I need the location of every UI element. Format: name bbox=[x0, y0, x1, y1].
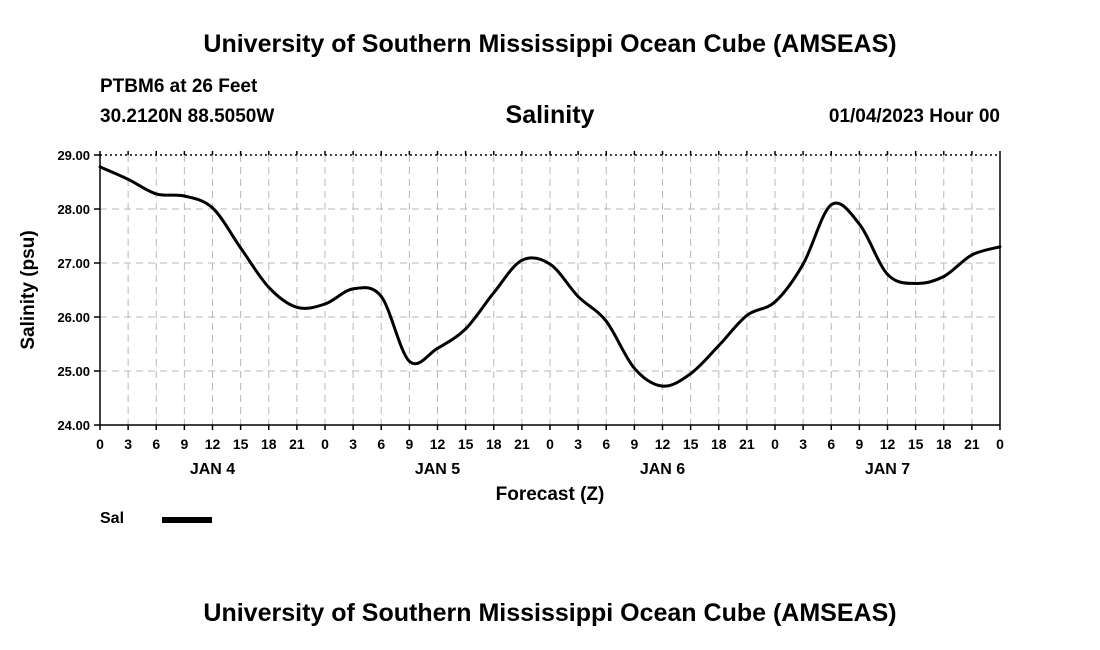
x-tick-label: 15 bbox=[458, 436, 474, 452]
data-point bbox=[661, 384, 664, 388]
data-point bbox=[970, 253, 974, 257]
chart-title: Salinity bbox=[505, 101, 595, 129]
x-tick-label: 0 bbox=[996, 436, 1004, 452]
data-point bbox=[604, 319, 608, 323]
x-tick-label: 21 bbox=[964, 436, 980, 452]
grid-lines bbox=[100, 154, 1000, 425]
data-point bbox=[239, 246, 243, 250]
x-tick-label: 6 bbox=[827, 436, 835, 452]
x-tick-label: 18 bbox=[936, 436, 952, 452]
data-point bbox=[351, 287, 355, 291]
data-point bbox=[857, 222, 861, 226]
x-tick-label: 12 bbox=[655, 436, 671, 452]
x-tick-label: 12 bbox=[430, 436, 446, 452]
x-tick-label: 15 bbox=[683, 436, 699, 452]
station-name: PTBM6 at 26 Feet bbox=[100, 76, 258, 97]
x-tick-label: 3 bbox=[124, 436, 132, 452]
y-tick-label: 24.00 bbox=[57, 418, 90, 433]
x-tick-label: 0 bbox=[546, 436, 554, 452]
data-point bbox=[323, 302, 327, 306]
data-point bbox=[829, 203, 833, 207]
y-axis-title: Salinity (psu) bbox=[18, 230, 39, 349]
x-tick-label: 6 bbox=[152, 436, 160, 452]
ticks: 24.00 25.00 26.00 27.00 28.00 29.00 0 3 6 9 12 15 18… bbox=[57, 148, 1004, 452]
data-point bbox=[717, 344, 721, 348]
legend-label: Sal bbox=[100, 510, 125, 527]
y-tick-label: 25.00 bbox=[57, 364, 90, 379]
station-coordinates: 30.2120N 88.5050W bbox=[100, 106, 275, 127]
y-tick-label: 28.00 bbox=[57, 202, 90, 217]
x-tick-label: 6 bbox=[377, 436, 385, 452]
data-point bbox=[464, 327, 468, 331]
data-point bbox=[745, 313, 749, 317]
data-point bbox=[211, 206, 214, 210]
x-tick-label: 18 bbox=[486, 436, 502, 452]
legend-swatch bbox=[162, 517, 212, 523]
data-point bbox=[548, 262, 552, 266]
data-point bbox=[801, 262, 805, 266]
x-tick-label: 9 bbox=[855, 436, 863, 452]
data-point bbox=[126, 177, 130, 181]
x-tick-label: 18 bbox=[261, 436, 277, 452]
forecast-run-time: 01/04/2023 Hour 00 bbox=[828, 106, 1000, 127]
data-point bbox=[914, 282, 918, 285]
x-tick-label: 21 bbox=[514, 436, 530, 452]
data-point bbox=[407, 359, 411, 363]
x-tick-label: 21 bbox=[739, 436, 755, 452]
data-point bbox=[689, 372, 693, 376]
day-label: JAN 6 bbox=[640, 461, 685, 478]
x-tick-label: 9 bbox=[180, 436, 188, 452]
x-tick-label: 21 bbox=[289, 436, 305, 452]
data-point bbox=[182, 194, 186, 198]
data-point bbox=[942, 275, 946, 278]
y-tick-label: 27.00 bbox=[57, 256, 90, 271]
data-point bbox=[267, 285, 271, 289]
x-tick-label: 0 bbox=[96, 436, 104, 452]
data-point bbox=[520, 258, 524, 262]
day-label: JAN 4 bbox=[190, 461, 235, 478]
x-tick-label: 12 bbox=[205, 436, 221, 452]
x-tick-label: 0 bbox=[321, 436, 329, 452]
series-group bbox=[98, 165, 1002, 388]
header-title: University of Southern Mississippi Ocean… bbox=[203, 30, 897, 58]
data-point bbox=[436, 346, 439, 350]
x-tick-label: 6 bbox=[602, 436, 610, 452]
x-tick-label: 15 bbox=[233, 436, 249, 452]
x-tick-label: 18 bbox=[711, 436, 727, 452]
y-tick-label: 29.00 bbox=[57, 148, 90, 163]
day-label: JAN 7 bbox=[865, 461, 910, 478]
x-tick-label: 0 bbox=[771, 436, 779, 452]
data-point bbox=[576, 295, 580, 298]
x-tick-label: 3 bbox=[349, 436, 357, 452]
axis-labels: JAN 4 JAN 5 JAN 6 JAN 7 Forecast (Z) Salinity… bbox=[18, 230, 910, 505]
footer-title: University of Southern Mississippi Ocean… bbox=[203, 599, 897, 627]
y-tick-label: 26.00 bbox=[57, 310, 90, 325]
data-point bbox=[379, 295, 383, 298]
data-point bbox=[886, 272, 889, 276]
x-tick-label: 9 bbox=[405, 436, 413, 452]
data-point bbox=[773, 300, 777, 304]
data-point bbox=[492, 291, 496, 295]
x-tick-label: 9 bbox=[630, 436, 638, 452]
x-tick-label: 12 bbox=[880, 436, 896, 452]
day-label: JAN 5 bbox=[415, 461, 460, 478]
data-point bbox=[295, 305, 299, 309]
data-point bbox=[998, 245, 1002, 249]
x-tick-label: 3 bbox=[574, 436, 582, 452]
data-point bbox=[632, 366, 636, 370]
data-point bbox=[154, 192, 158, 196]
x-tick-label: 3 bbox=[799, 436, 807, 452]
x-axis-title: Forecast (Z) bbox=[496, 484, 605, 505]
data-point bbox=[98, 165, 102, 169]
x-tick-label: 15 bbox=[908, 436, 924, 452]
